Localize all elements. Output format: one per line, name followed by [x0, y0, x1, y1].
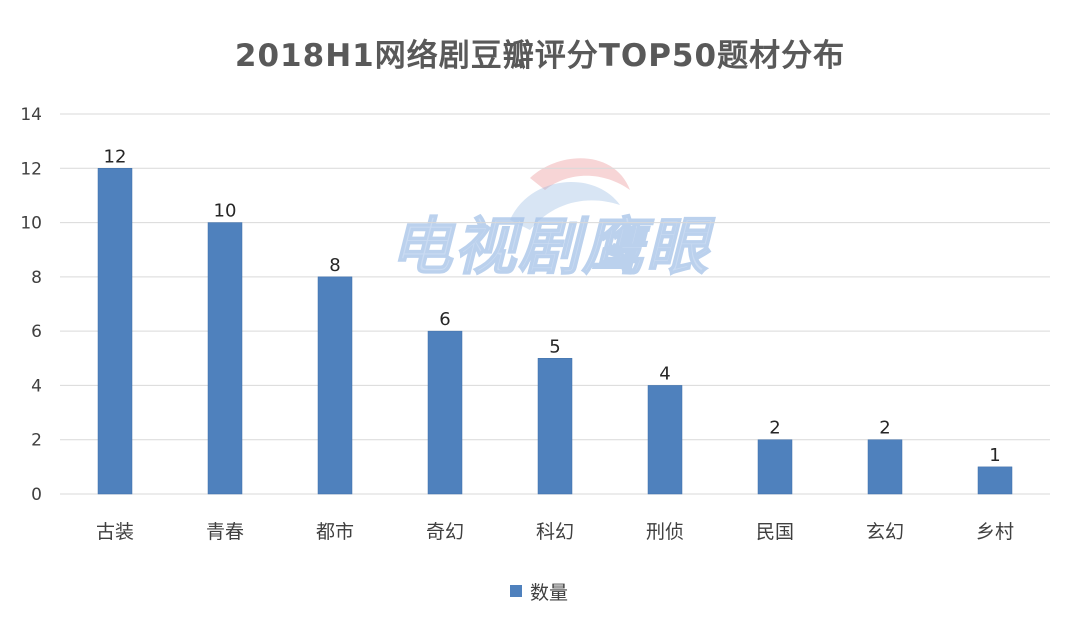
x-category-label: 奇幻 — [426, 521, 464, 543]
x-category-label: 乡村 — [976, 521, 1014, 543]
x-category-label: 民国 — [756, 521, 794, 543]
bar-6 — [757, 439, 793, 495]
chart-title: 2018H1网络剧豆瓣评分TOP50题材分布 — [234, 38, 846, 74]
y-tick-label: 12 — [20, 159, 42, 179]
x-category-label: 玄幻 — [866, 521, 904, 543]
bar-7 — [867, 439, 903, 495]
bar-4 — [537, 358, 573, 495]
data-label: 1 — [989, 445, 1000, 466]
x-category-label: 古装 — [96, 521, 134, 543]
bar-2 — [317, 276, 353, 495]
bar-1 — [207, 222, 243, 495]
y-tick-label: 0 — [31, 485, 42, 505]
data-label: 2 — [769, 418, 780, 439]
legend: 数量 — [510, 578, 568, 604]
y-tick-label: 2 — [31, 431, 42, 451]
data-label: 10 — [214, 201, 237, 222]
bar-8 — [977, 466, 1013, 495]
x-category-label: 青春 — [206, 521, 244, 543]
y-tick-label: 8 — [31, 268, 42, 288]
y-axis-ticks: 0 2 4 6 8 10 12 14 — [20, 105, 42, 505]
y-tick-label: 14 — [20, 105, 42, 125]
data-label: 12 — [104, 146, 127, 167]
y-tick-label: 4 — [31, 376, 42, 396]
bars — [97, 168, 1013, 495]
data-label: 5 — [549, 336, 560, 357]
y-tick-label: 6 — [31, 322, 42, 342]
bar-5 — [647, 385, 683, 495]
x-category-label: 刑侦 — [646, 521, 684, 543]
data-label: 8 — [329, 255, 340, 276]
bar-3 — [427, 330, 463, 495]
data-label: 6 — [439, 309, 450, 330]
data-label: 2 — [879, 418, 890, 439]
bar-0 — [97, 168, 133, 495]
y-tick-label: 10 — [20, 214, 42, 234]
data-labels: 12 10 8 6 5 4 2 2 1 — [104, 146, 1001, 466]
x-category-label: 科幻 — [536, 521, 574, 543]
x-axis-categories: 古装 青春 都市 奇幻 科幻 刑侦 民国 玄幻 乡村 — [96, 521, 1014, 543]
legend-swatch — [510, 585, 522, 597]
data-label: 4 — [659, 363, 670, 384]
x-category-label: 都市 — [316, 521, 354, 543]
legend-label: 数量 — [530, 581, 569, 604]
